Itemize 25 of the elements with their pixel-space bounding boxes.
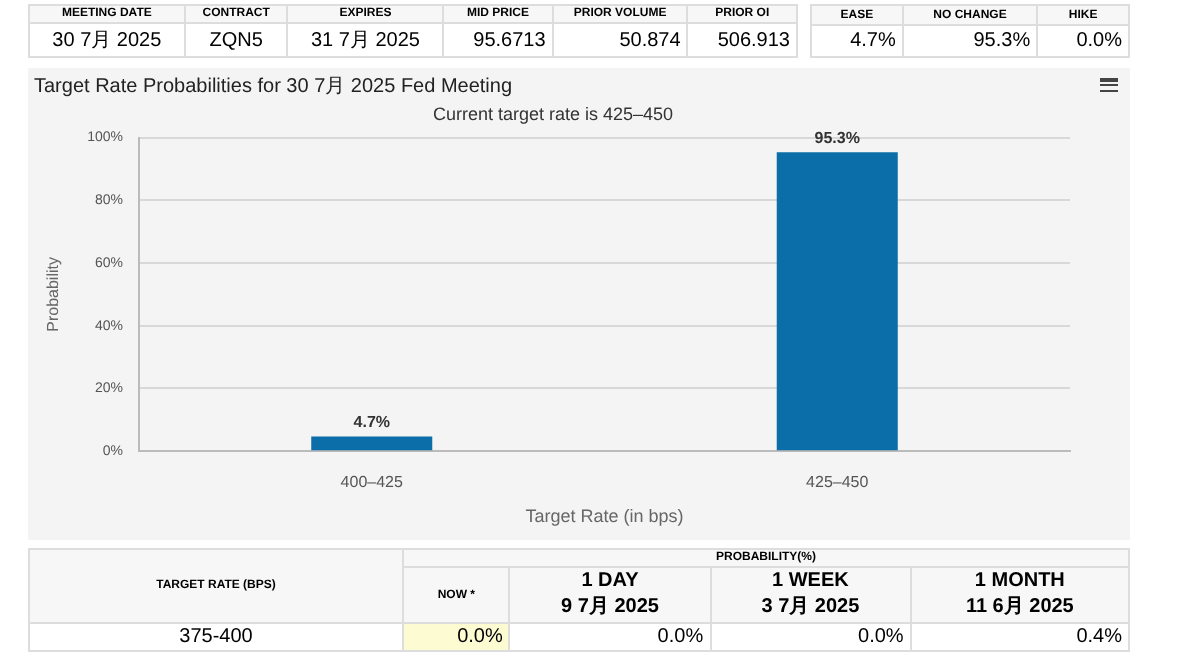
text: 4.7%: [811, 25, 903, 57]
text: 375-400: [29, 623, 403, 651]
chart-title: Target Rate Probabilities for 30 7月 2025 Fed Meeting: [34, 74, 513, 100]
text: 31 7月 2025: [287, 23, 444, 57]
text: 30 7月 2025: [29, 23, 185, 57]
text: 0.0%: [1037, 25, 1129, 57]
text: 50.874: [552, 23, 688, 57]
text: 95.6713: [443, 23, 553, 57]
y-axis-title: Probability: [44, 257, 63, 332]
text: 0.0%: [509, 623, 711, 651]
text: 0.0%: [710, 623, 911, 651]
text: 1 WEEK 3 7月 2025: [710, 567, 911, 623]
text: 0.4%: [910, 623, 1129, 651]
data-label: 95.3%: [814, 128, 860, 147]
text: 1 DAY 9 7月 2025: [509, 567, 711, 623]
text: 506.913: [687, 23, 797, 57]
x-tick-label: 425–450: [806, 473, 870, 492]
x-axis-title: Target Rate (in bps): [525, 506, 684, 527]
text: 0.0%: [403, 623, 510, 651]
text: ZQN5: [184, 23, 288, 57]
text: 1 MONTH 11 6月 2025: [910, 567, 1129, 623]
x-tick-label: 400–425: [340, 473, 404, 492]
text: 95.3%: [902, 25, 1038, 57]
data-label: 4.7%: [353, 412, 390, 431]
chart-subtitle: Current target rate is 425–450: [432, 103, 674, 124]
